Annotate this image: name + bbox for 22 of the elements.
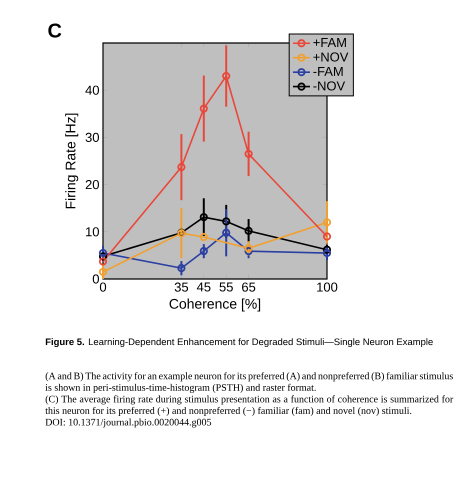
text: (C) The average firing rate during stimulus presentation as a function of coherence is summarized for this neuron for its preferred (+) and nonpreferred (−) familiar (fam) and novel (nov) stimuli.: [45, 395, 454, 416]
legend-label: +FAM: [313, 38, 346, 47]
x-tick-label: 55: [220, 282, 233, 292]
legend-label: -FAM: [313, 66, 343, 76]
text: Figure 5. Learning-Dependent Enhancement for Degraded Stimuli—Single Neuron Example: [46, 338, 433, 348]
x-tick-label: 100: [317, 282, 338, 292]
x-axis-title: Coherence [%]: [170, 298, 260, 312]
x-tick-label: 45: [196, 282, 210, 292]
legend-label: -NOV: [313, 81, 346, 91]
x-tick-label: 0: [100, 282, 106, 292]
y-tick-label: 30: [86, 132, 99, 142]
text: (A and B) The activity for an example neuron for its preferred (A) and nonpreferred (B) familiar stimulus is shown in peri-stimulus-time-histogram (PSTH) and raster format.: [45, 372, 453, 393]
y-axis-title: Firing Rate [Hz]: [65, 114, 78, 208]
legend-label: +NOV: [313, 52, 348, 62]
y-tick-label: 20: [86, 180, 99, 190]
text: DOI: 10.1371/journal.pbio.0020044.g005: [45, 418, 212, 428]
y-tick-label: 0: [92, 274, 99, 284]
y-tick-label: 10: [86, 227, 99, 236]
y-tick-label: 40: [85, 86, 99, 95]
text: C: [48, 24, 62, 38]
x-tick-label: 65: [242, 282, 256, 292]
x-tick-label: 35: [174, 282, 188, 292]
